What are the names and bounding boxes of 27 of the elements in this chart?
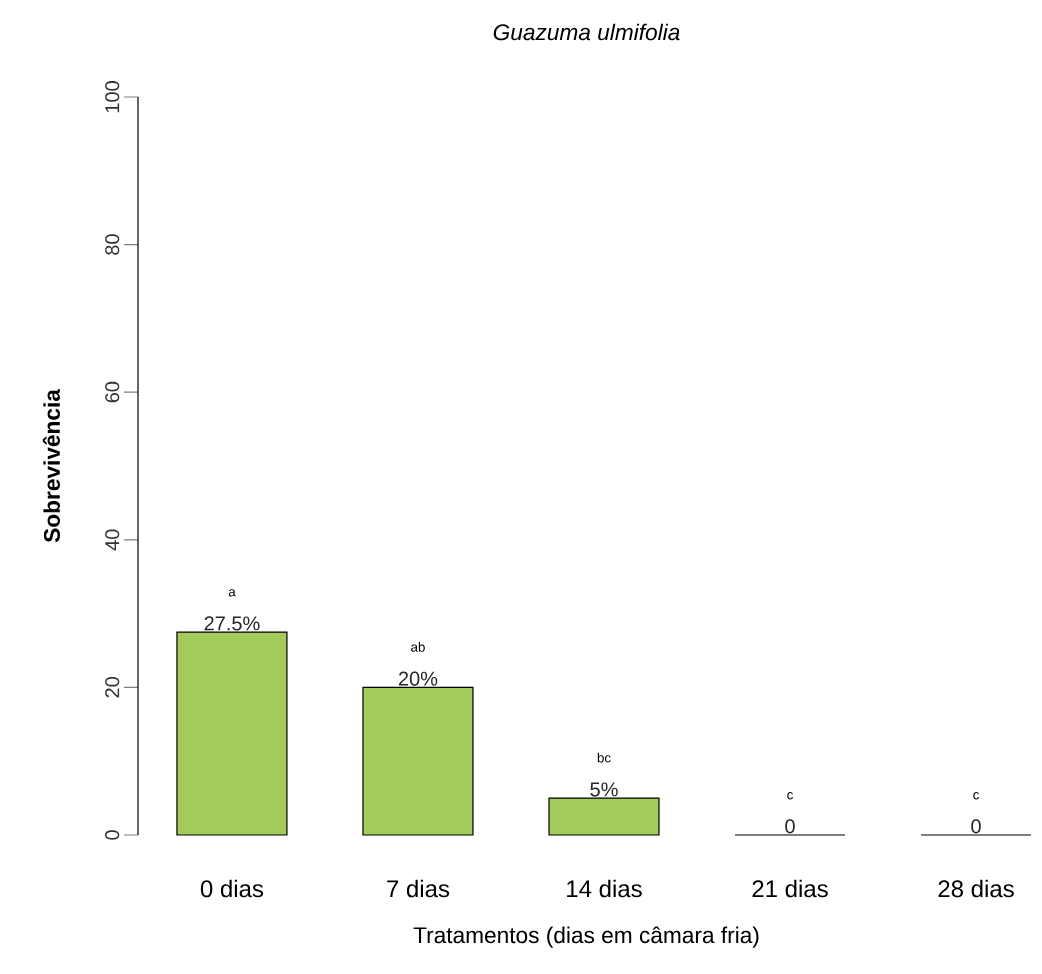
data-label: 0 <box>971 819 981 834</box>
bar <box>176 631 288 836</box>
x-tick-label: 0 dias <box>200 879 264 898</box>
x-tick-label: 21 dias <box>752 879 828 898</box>
x-tick-label: 7 dias <box>387 879 450 898</box>
data-label: 5% <box>590 782 618 797</box>
x-tick-label: 28 dias <box>938 879 1014 898</box>
y-tick-label: 100 <box>105 81 120 113</box>
y-tick-label: 60 <box>105 381 120 403</box>
y-tick-label: 80 <box>105 234 120 255</box>
data-label: 27.5% <box>204 616 260 631</box>
bar <box>548 797 660 836</box>
annotation: a <box>228 589 236 597</box>
x-axis-title: Tratamentos (dias em câmara fria) <box>413 926 759 948</box>
y-tick-label: 0 <box>105 830 120 840</box>
annotation: bc <box>597 752 611 763</box>
data-label: 0 <box>785 819 795 834</box>
chart-title: Guazuma ulmifolia <box>493 23 680 41</box>
bar <box>362 686 474 836</box>
x-tick-label: 14 dias <box>567 879 642 898</box>
annotation: c <box>973 792 980 800</box>
data-label: 20% <box>398 671 438 686</box>
annotation: ab <box>411 642 425 652</box>
y-tick-label: 40 <box>105 529 120 551</box>
annotation: c <box>787 792 793 800</box>
y-axis-title: Sobrevivência <box>42 388 60 543</box>
y-tick-label: 20 <box>105 677 120 698</box>
